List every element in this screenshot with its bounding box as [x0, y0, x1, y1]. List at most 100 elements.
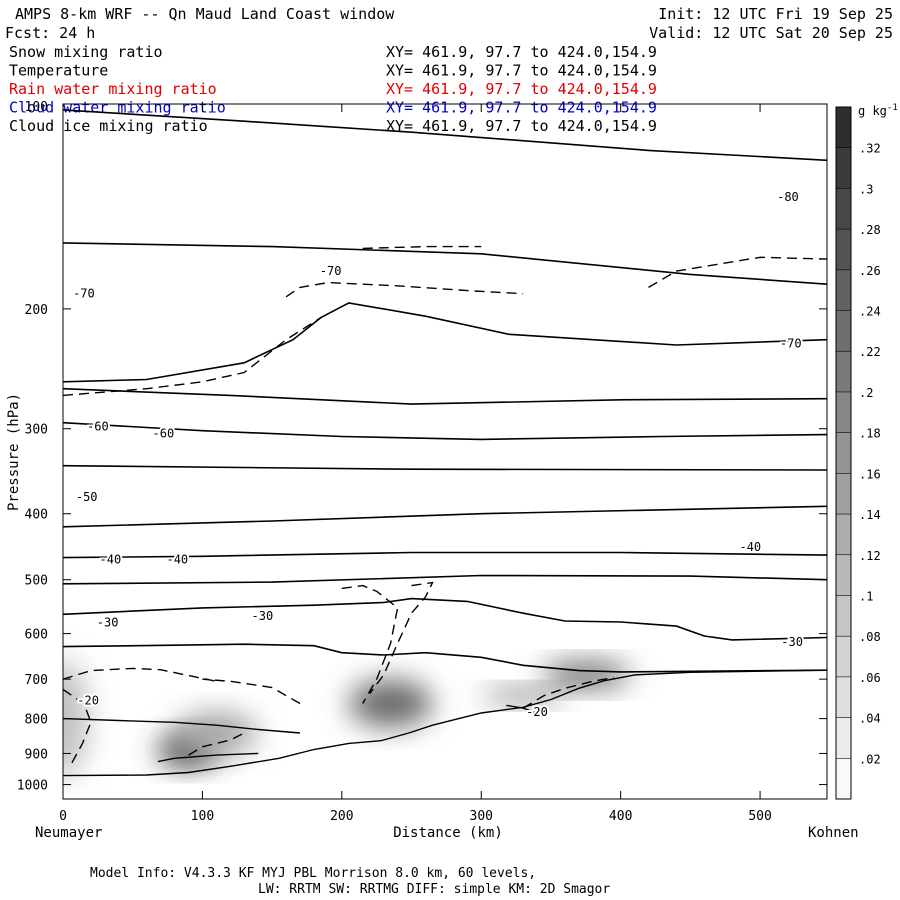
temperature-label: -30 — [252, 609, 274, 623]
colorbar-tick-label: .22 — [859, 345, 881, 359]
colorbar-segment — [836, 473, 851, 515]
colorbar-tick-label: .06 — [859, 671, 881, 685]
snow-contour — [63, 717, 301, 734]
y-tick-label: 500 — [25, 574, 48, 589]
x-left-station: Neumayer — [35, 825, 102, 841]
colorbar-tick-label: .14 — [859, 508, 881, 522]
colorbar-tick-label: .26 — [859, 264, 881, 278]
y-tick-label: 200 — [25, 303, 48, 318]
y-axis-label: Pressure (hPa) — [6, 393, 22, 511]
colorbar-segment — [836, 269, 851, 311]
snow-blob — [541, 662, 631, 688]
chart-title: AMPS 8-km WRF -- Qn Maud Land Coast wind… — [15, 5, 395, 23]
x-tick-label: 200 — [330, 809, 353, 824]
cloud-ice-contour — [63, 688, 92, 767]
colorbar-tick-label: .04 — [859, 712, 881, 726]
cloud-ice-contour — [341, 584, 399, 704]
colorbar-segment — [836, 391, 851, 433]
x-tick-label: 500 — [748, 809, 771, 824]
model-info-line1: Model Info: V4.3.3 KF MYJ PBL Morrison 8… — [90, 866, 536, 881]
field-label: Temperature — [9, 62, 108, 80]
colorbar-segment — [836, 636, 851, 677]
snow-blob — [174, 711, 259, 755]
y-tick-label: 300 — [25, 423, 48, 438]
field-label: Cloud ice mixing ratio — [9, 117, 208, 135]
forecast-hour: Fcst: 24 h — [5, 24, 95, 42]
x-tick-label: 100 — [191, 809, 214, 824]
colorbar-tick-label: .08 — [859, 630, 881, 644]
temperature-label: -70 — [73, 287, 95, 301]
colorbar-tick-label: .1 — [859, 589, 873, 603]
temperature-contour — [63, 643, 827, 673]
colorbar-tick-label: .28 — [859, 223, 881, 237]
temperature-label: -40 — [739, 540, 761, 554]
colorbar-segment — [836, 107, 851, 148]
contour-lines — [63, 109, 827, 777]
snow-blob — [481, 687, 565, 704]
field-label: Rain water mixing ratio — [9, 80, 217, 98]
colorbar-tick-label: .16 — [859, 467, 881, 481]
x-tick-label: 300 — [470, 809, 493, 824]
x-tick-label: 400 — [609, 809, 632, 824]
temperature-label: -20 — [77, 693, 99, 707]
colorbar-tick-label: .02 — [859, 752, 881, 766]
cloud-ice-contour — [63, 667, 217, 682]
cloud-ice-contour — [362, 245, 482, 250]
temperature-contour — [63, 597, 827, 641]
colorbar-segment — [836, 595, 851, 637]
cloud-ice-contour — [369, 581, 434, 695]
colorbar-frame — [835, 106, 852, 800]
temperature-label: -70 — [320, 264, 342, 278]
temperature-label: -40 — [100, 553, 122, 567]
colorbar-tick-label: .32 — [859, 142, 881, 156]
temperature-contour — [63, 302, 827, 383]
temperature-contour — [63, 387, 827, 405]
colorbar-tick-label: .12 — [859, 549, 881, 563]
colorbar-segment — [836, 717, 851, 759]
plot-frame — [62, 103, 828, 800]
colorbar-segment — [836, 676, 851, 718]
colorbar-segment — [836, 188, 851, 230]
model-info-line2: LW: RRTM SW: RRTMG DIFF: simple KM: 2D S… — [258, 882, 610, 897]
y-tick-label: 800 — [25, 713, 48, 728]
colorbar-tick-label: .2 — [859, 386, 873, 400]
field-xy: XY= 461.9, 97.7 to 424.0,154.9 — [386, 62, 657, 80]
temperature-contour — [63, 551, 827, 559]
x-tick-label: 0 — [59, 809, 67, 824]
colorbar-segment — [836, 229, 851, 270]
valid-time: Valid: 12 UTC Sat 20 Sep 25 — [649, 24, 893, 42]
cloud-ice-contour — [522, 676, 614, 709]
colorbar-segment — [836, 432, 851, 474]
colorbar-segment — [836, 147, 851, 189]
field-xy: XY= 461.9, 97.7 to 424.0,154.9 — [386, 99, 657, 117]
y-tick-label: 1000 — [17, 779, 48, 794]
colorbar-tick-label: .3 — [859, 182, 873, 196]
colorbar-segment — [836, 758, 851, 799]
y-tick-label: 700 — [25, 673, 48, 688]
temperature-label: -60 — [153, 427, 175, 441]
temperature-contour — [63, 242, 827, 285]
temperature-label: -20 — [526, 705, 548, 719]
temperature-label: -70 — [780, 337, 802, 351]
y-tick-label: 900 — [25, 747, 48, 762]
colorbar-segment — [836, 514, 851, 555]
y-top-tick-label: 100 — [25, 100, 48, 115]
colorbar-segment — [836, 554, 851, 596]
colorbar-segment — [836, 310, 851, 352]
field-legend: Snow mixing ratio XY= 461.9, 97.7 to 424.… — [9, 43, 657, 135]
snow-blob — [348, 680, 433, 727]
temperature-contour — [63, 109, 827, 162]
cloud-ice-contour — [188, 732, 245, 756]
temperature-label: -80 — [777, 190, 799, 204]
cloud-ice-contour — [648, 256, 827, 289]
colorbar-segment — [836, 351, 851, 392]
y-tick-label: 400 — [25, 508, 48, 523]
y-tick-label: 600 — [25, 628, 48, 643]
temperature-label: -40 — [166, 553, 188, 567]
temperature-label: -30 — [97, 616, 119, 630]
colorbar-unit: g kg-1 — [858, 103, 898, 118]
temperature-contour — [63, 464, 827, 471]
cloud-ice-contour — [63, 317, 322, 397]
